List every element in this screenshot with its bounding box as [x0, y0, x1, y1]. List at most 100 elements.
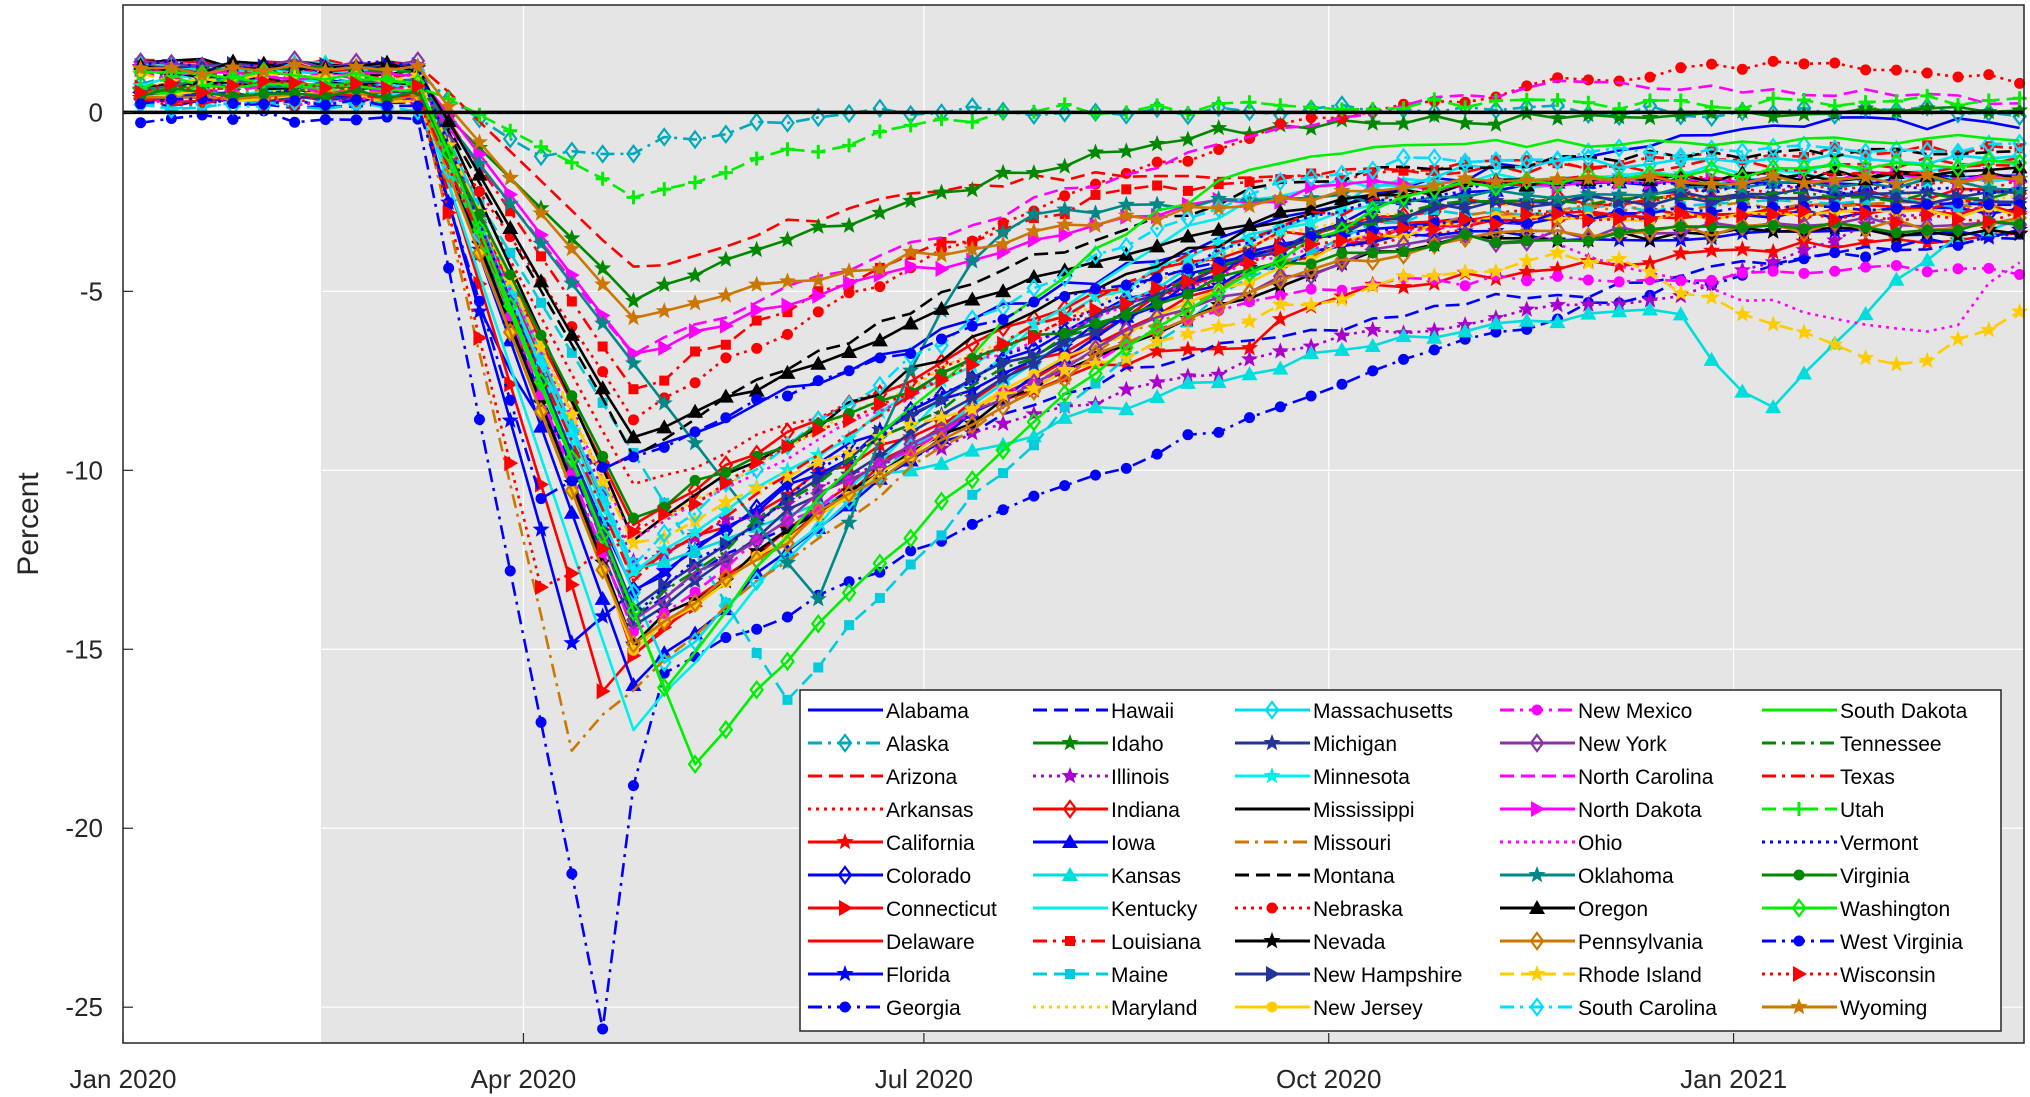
- data-point: [1552, 234, 1564, 246]
- data-point: [1889, 94, 1904, 109]
- data-point: [719, 536, 734, 553]
- data-point: [813, 662, 824, 673]
- legend-label: Mississippi: [1313, 799, 1415, 822]
- data-point: [1703, 288, 1721, 305]
- data-point: [1149, 317, 1165, 338]
- data-point: [350, 75, 365, 92]
- data-point: [1243, 255, 1258, 272]
- data-point: [626, 143, 641, 164]
- data-point: [1118, 401, 1135, 416]
- data-point: [655, 562, 673, 579]
- data-point: [1460, 157, 1471, 168]
- data-point: [963, 414, 981, 431]
- data-point: [258, 88, 270, 100]
- data-point: [1518, 312, 1535, 327]
- data-point: [193, 70, 211, 87]
- data-point: [812, 375, 824, 387]
- data-point: [1365, 200, 1381, 220]
- data-point: [1610, 256, 1628, 273]
- data-point: [504, 394, 516, 406]
- data-point: [874, 281, 886, 293]
- data-point: [690, 346, 701, 357]
- data-point: [1117, 195, 1135, 213]
- data-point: [533, 372, 549, 393]
- data-point: [1059, 402, 1070, 413]
- data-point: [686, 528, 704, 545]
- data-point: [1210, 221, 1227, 236]
- data-point: [470, 154, 488, 172]
- data-point: [1610, 185, 1628, 202]
- legend-item: Mississippi: [1235, 799, 1415, 822]
- data-point: [504, 455, 519, 472]
- data-point: [1860, 195, 1871, 206]
- data-point: [1549, 296, 1567, 313]
- data-point: [720, 597, 731, 608]
- data-point: [1428, 220, 1443, 237]
- data-point: [1827, 98, 1842, 113]
- data-point: [470, 302, 488, 319]
- legend-item: Maine: [1033, 964, 1168, 987]
- data-point: [1305, 112, 1317, 124]
- data-point: [1180, 208, 1196, 229]
- legend-label: New Jersey: [1313, 997, 1423, 1020]
- data-point: [1518, 171, 1536, 188]
- data-point: [1151, 280, 1166, 297]
- legend-item: Arizona: [808, 766, 958, 789]
- legend-label: Wyoming: [1840, 997, 1927, 1020]
- data-point: [749, 112, 765, 132]
- legend-label: West Virginia: [1840, 931, 1963, 954]
- data-point: [1272, 266, 1288, 287]
- data-point: [1675, 62, 1687, 74]
- data-point: [1890, 259, 1902, 271]
- data-point: [1734, 383, 1751, 398]
- data-point: [995, 283, 1012, 298]
- data-point: [934, 112, 949, 127]
- data-point: [1306, 168, 1317, 179]
- data-point: [1211, 96, 1226, 111]
- data-point: [133, 62, 148, 83]
- data-point: [840, 444, 858, 461]
- data-point: [809, 590, 827, 607]
- data-point: [1456, 169, 1474, 186]
- data-point: [1182, 288, 1194, 300]
- data-point: [473, 186, 485, 198]
- data-point: [1887, 355, 1905, 372]
- data-point: [934, 335, 949, 356]
- data-point: [1244, 177, 1255, 188]
- data-point: [1767, 220, 1779, 232]
- y-tick-label: -15: [65, 634, 103, 664]
- data-point: [749, 571, 765, 592]
- data-point: [504, 565, 516, 577]
- data-point: [2014, 77, 2026, 89]
- data-point: [1528, 866, 1546, 883]
- data-point: [1151, 272, 1163, 284]
- data-point: [1305, 283, 1317, 295]
- data-point: [1459, 211, 1474, 228]
- data-point: [1860, 261, 1872, 273]
- data-point: [872, 124, 887, 139]
- data-point: [505, 206, 516, 217]
- data-point: [1025, 222, 1043, 239]
- data-point: [837, 865, 853, 885]
- data-point: [1120, 295, 1135, 312]
- data-point: [1889, 153, 1904, 173]
- legend-item: Kansas: [1033, 865, 1181, 888]
- data-point: [1580, 165, 1596, 185]
- data-point: [994, 385, 1012, 402]
- data-point: [902, 462, 919, 477]
- data-point: [1764, 173, 1782, 190]
- data-point: [1148, 195, 1166, 212]
- data-point: [1797, 203, 1812, 220]
- legend-item: Alabama: [808, 700, 969, 723]
- data-point: [1795, 365, 1812, 380]
- data-point: [936, 530, 947, 541]
- data-point: [1057, 97, 1072, 112]
- data-point: [1425, 106, 1443, 124]
- data-point: [533, 401, 549, 422]
- data-point: [1025, 205, 1043, 222]
- data-point: [535, 579, 550, 596]
- data-point: [1798, 58, 1810, 70]
- data-point: [841, 343, 858, 358]
- data-point: [536, 297, 547, 308]
- data-point: [1272, 250, 1288, 271]
